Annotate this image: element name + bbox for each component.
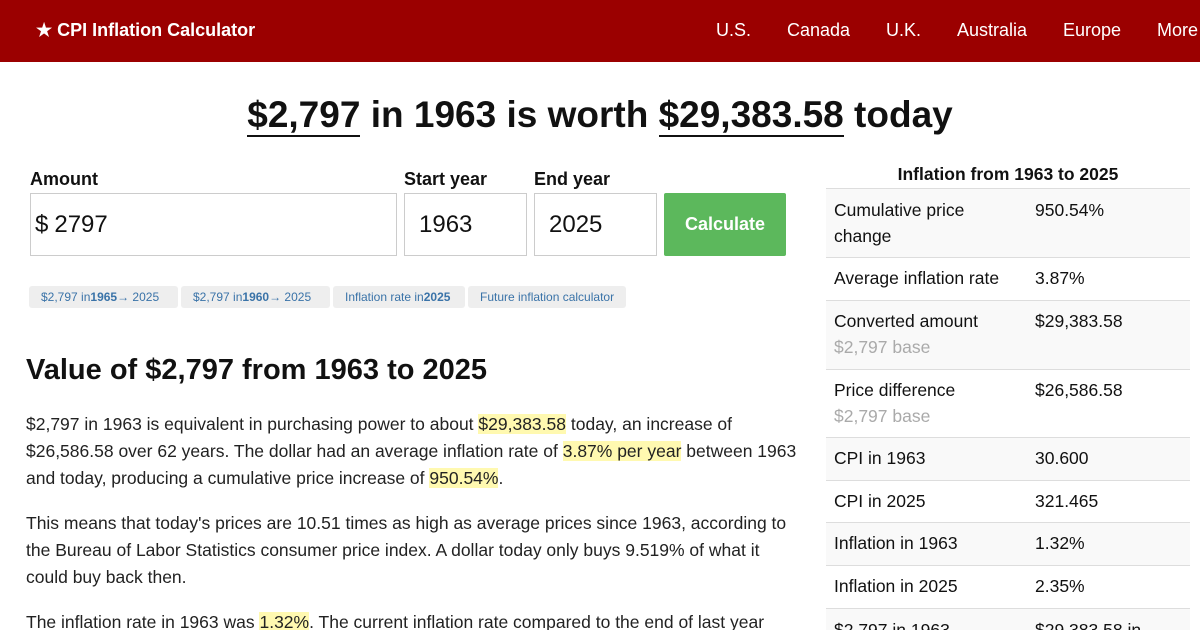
calculate-button[interactable]: Calculate <box>664 193 786 256</box>
stat-key: $2,797 in 1963 <box>834 620 950 630</box>
stat-value: $29,383.58 in <box>1035 620 1142 630</box>
stat-row-inflation-end: Inflation in 2025 2.35% <box>826 566 1190 609</box>
quick-link-year: 1965 <box>90 290 118 304</box>
stat-value: $26,586.58 <box>1035 380 1123 400</box>
paragraph-2: This means that today's prices are 10.51… <box>26 513 787 587</box>
stat-row-difference: Price difference $2,797 base $26,586.58 <box>826 370 1190 438</box>
stat-key: Average inflation rate <box>834 268 1000 288</box>
quick-link-text: $2,797 in <box>41 290 91 304</box>
amount-input[interactable]: $ 2797 <box>30 193 397 256</box>
headline-mid: in 1963 is worth <box>360 94 659 135</box>
stat-key: Inflation in 2025 <box>834 576 958 596</box>
nav-europe[interactable]: Europe <box>1063 20 1122 40</box>
site-brand-link[interactable]: ★ CPI Inflation Calculator <box>36 20 256 40</box>
p1-text-a: $2,797 in 1963 is equivalent in purchasi… <box>26 414 479 434</box>
nav-more[interactable]: More <box>1157 20 1199 40</box>
sidebar-title: Inflation from 1963 to 2025 <box>897 164 1119 184</box>
stat-row-cumulative: Cumulative price change 950.54% <box>826 189 1190 258</box>
p1-text-b: today, an increase of $26,586.58 over 62… <box>26 414 733 461</box>
stat-value: 30.600 <box>1035 448 1089 468</box>
stat-value: $29,383.58 <box>1035 311 1123 331</box>
headline-tail: today <box>843 94 953 135</box>
p1-highlight-cumulative: 950.54% <box>429 468 499 488</box>
p1-text-d: . <box>498 468 504 488</box>
stat-key: Converted amount $2,797 base <box>834 308 1024 360</box>
nav-canada[interactable]: Canada <box>787 20 851 40</box>
stat-key-label: Converted amount <box>834 311 978 331</box>
amount-label: Amount <box>30 169 98 189</box>
quick-link-year: 2025 <box>423 290 451 304</box>
p3-text-a: The inflation rate in 1963 was <box>26 612 260 630</box>
p1-highlight-value: $29,383.58 <box>478 414 566 434</box>
nav-us[interactable]: U.S. <box>716 20 752 40</box>
paragraph-3: The inflation rate in 1963 was 1.32%. Th… <box>26 609 801 630</box>
stat-value: 1.32% <box>1035 533 1085 553</box>
stat-value: 321.465 <box>1035 491 1099 511</box>
stat-key: CPI in 1963 <box>834 448 926 468</box>
quick-link-1960[interactable]: $2,797 in 1960 → 2025 <box>181 286 330 308</box>
stat-value: 3.87% <box>1035 268 1085 288</box>
page-headline: $2,797 in 1963 is worth $29,383.58 today <box>0 94 1200 137</box>
sidebar-divider <box>826 188 1190 189</box>
quick-link-text: Future inflation calculator <box>480 290 615 304</box>
quick-link-year: 1960 <box>242 290 270 304</box>
stat-key: Cumulative price change <box>834 200 965 246</box>
headline-result: $29,383.58 <box>658 94 844 137</box>
nav-australia[interactable]: Australia <box>957 20 1028 40</box>
stat-key: Price difference $2,797 base <box>834 377 1024 429</box>
stat-row-cpi-start: CPI in 1963 30.600 <box>826 438 1190 481</box>
end-year-input[interactable]: 2025 <box>534 193 657 256</box>
p1-highlight-rate: 3.87% per year <box>562 441 682 461</box>
quick-link-tail: → 2025 <box>117 290 160 304</box>
stat-row-equivalence: $2,797 in 1963 $29,383.58 in <box>826 609 1190 630</box>
p3-text-b: . The current inflation rate compared to… <box>309 612 765 630</box>
quick-link-1965[interactable]: $2,797 in 1965 → 2025 <box>29 286 178 308</box>
quick-link-text: $2,797 in <box>193 290 243 304</box>
paragraph-1: $2,797 in 1963 is equivalent in purchasi… <box>26 411 801 492</box>
p1-text-c: between 1963 and today, producing a cumu… <box>26 441 797 488</box>
stat-value: 2.35% <box>1035 576 1085 596</box>
quick-link-inflation-rate[interactable]: Inflation rate in 2025 <box>333 286 465 308</box>
article-title: Value of $2,797 from 1963 to 2025 <box>26 354 488 386</box>
start-year-input[interactable]: 1963 <box>404 193 527 256</box>
stat-key: CPI in 2025 <box>834 491 926 511</box>
stat-value: 950.54% <box>1035 200 1105 220</box>
stat-key-label: Price difference <box>834 380 956 400</box>
stat-row-cpi-end: CPI in 2025 321.465 <box>826 481 1190 523</box>
quick-link-text: Inflation rate in <box>345 290 424 304</box>
start-year-label: Start year <box>404 169 488 189</box>
stat-key-sub: $2,797 base <box>834 337 931 357</box>
headline-amount: $2,797 <box>247 94 361 137</box>
end-year-value: 2025 <box>549 210 603 238</box>
amount-value: 2797 <box>54 210 108 238</box>
top-header: ★ CPI Inflation Calculator U.S. Canada U… <box>0 0 1200 62</box>
stat-key-sub: $2,797 base <box>834 406 931 426</box>
stat-row-inflation-start: Inflation in 1963 1.32% <box>826 523 1190 566</box>
quick-link-tail: → 2025 <box>269 290 312 304</box>
stat-key: Inflation in 1963 <box>834 533 958 553</box>
stat-row-converted: Converted amount $2,797 base $29,383.58 <box>826 301 1190 370</box>
nav-uk[interactable]: U.K. <box>886 20 922 40</box>
main-nav: U.S. Canada U.K. Australia Europe More <box>0 20 1200 42</box>
end-year-label: End year <box>534 169 611 189</box>
quick-link-future-calculator[interactable]: Future inflation calculator <box>468 286 626 308</box>
stat-row-average-rate: Average inflation rate 3.87% <box>826 258 1190 301</box>
p3-highlight-rate: 1.32% <box>259 612 310 630</box>
currency-symbol: $ <box>35 210 49 238</box>
start-year-value: 1963 <box>419 210 473 238</box>
